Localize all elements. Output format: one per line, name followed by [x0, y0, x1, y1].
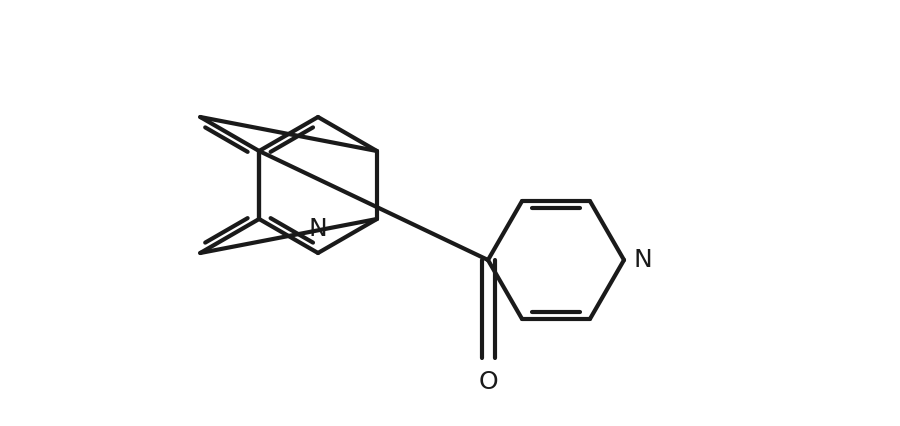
Text: N: N — [634, 248, 652, 272]
Text: N: N — [309, 217, 328, 241]
Text: O: O — [478, 370, 498, 394]
